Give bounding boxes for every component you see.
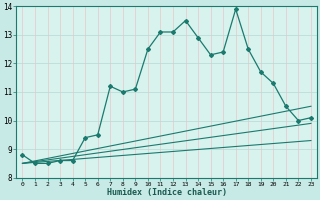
X-axis label: Humidex (Indice chaleur): Humidex (Indice chaleur)	[107, 188, 227, 197]
